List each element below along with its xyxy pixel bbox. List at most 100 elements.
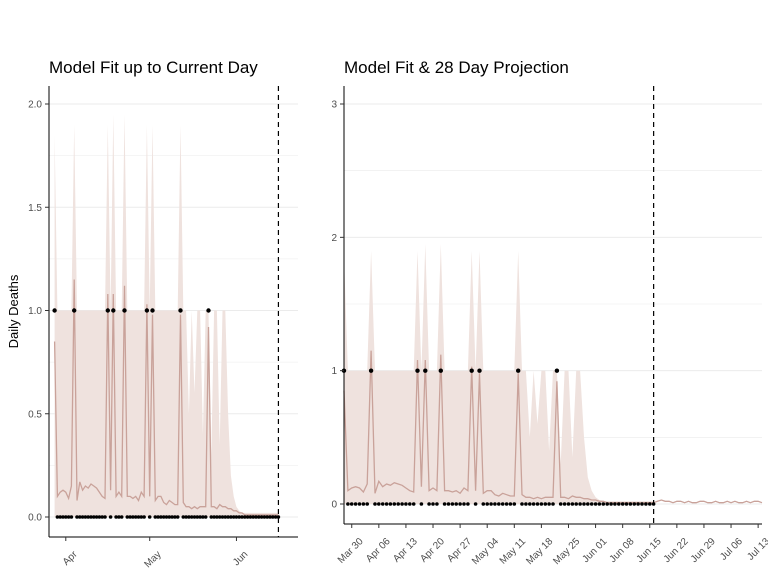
observed-point [462,502,466,506]
x-tick-label: May [142,549,163,570]
observed-point [66,515,71,519]
observed-point [497,502,501,506]
observed-point [477,368,482,373]
observed-point [262,515,267,519]
observed-point [357,502,362,506]
observed-point [485,502,490,506]
observed-point [388,502,393,506]
observed-point [184,515,188,519]
observed-point [380,502,385,506]
x-tick-label: May 04 [470,536,501,567]
observed-point [257,515,261,519]
observed-point [446,502,451,506]
observed-point [167,515,172,519]
y-tick-label: 1 [331,366,337,377]
observed-point [396,502,401,506]
x-tick-label: May 11 [498,536,529,567]
observed-point [156,515,160,519]
observed-point [601,502,606,506]
observed-point [377,502,381,506]
observed-point [582,502,586,506]
panel-1: 0.0 0.5 1.0 1.5 2.0 Apr May Jun Model Fit up to … [6,58,298,570]
observed-point [570,502,575,506]
observed-point [427,502,431,506]
observed-point [159,515,163,519]
observed-point [189,515,194,519]
observed-point [201,515,205,519]
observed-point [539,502,544,506]
observed-point [520,502,524,506]
observed-point [613,502,617,506]
y-axis-label: Daily Deaths [6,274,21,348]
observed-point [220,515,225,519]
observed-point [408,502,412,506]
observed-point [589,502,594,506]
observed-point [273,515,278,519]
y-tick-label: 0.0 [28,513,42,524]
observed-point [117,515,121,519]
observed-point [164,515,169,519]
observed-point [147,515,152,519]
observed-point [243,515,247,519]
observed-point [586,502,590,506]
observed-point [229,515,233,519]
observed-point [632,502,637,506]
observed-point [234,515,239,519]
x-tick-label: May 25 [551,536,582,567]
observed-point [178,308,183,313]
observed-point [609,502,613,506]
observed-point [69,515,74,519]
observed-point [86,515,90,519]
observed-point [508,502,513,506]
observed-point [136,515,141,519]
observed-point [400,502,404,506]
observed-point [61,515,65,519]
x-tick-label: Jul 06 [718,536,745,563]
observed-point [139,515,144,519]
observed-point [481,502,486,506]
observed-point [566,502,571,506]
observed-point [226,515,230,519]
observed-point [528,502,532,506]
observed-point [493,502,497,506]
y-tick-label: 2.0 [28,100,42,111]
observed-point [72,308,77,313]
observed-point [640,502,644,506]
observed-point [131,515,135,519]
observed-point [170,515,174,519]
observed-point [373,502,377,506]
x-tick-label: Jun 15 [635,536,664,565]
observed-point [83,515,88,519]
observed-point [454,502,459,506]
observed-point [187,515,191,519]
observed-point [543,502,548,506]
observed-point [122,308,127,313]
observed-point [55,515,60,519]
observed-point [648,502,652,506]
observed-point [181,515,186,519]
x-tick-label: Apr 13 [391,536,420,565]
observed-point [368,368,374,373]
observed-point [259,515,264,519]
observed-point [554,368,560,373]
observed-point [558,502,563,506]
observed-point [361,502,366,506]
observed-point [195,515,200,519]
observed-point [535,502,540,506]
observed-point [108,515,113,519]
y-tick-label: 2 [331,233,337,244]
observed-point [415,368,420,373]
observed-point [489,502,493,506]
observed-point [473,502,478,506]
chart-title: Model Fit & 28 Day Projection [344,58,569,77]
observed-point [215,515,219,519]
observed-point [92,515,96,519]
y-tick-label: 1.5 [28,203,42,214]
observed-point [142,515,146,519]
observed-point [150,308,155,313]
observed-point [466,502,470,506]
observed-point [144,308,150,313]
observed-point [268,515,272,519]
